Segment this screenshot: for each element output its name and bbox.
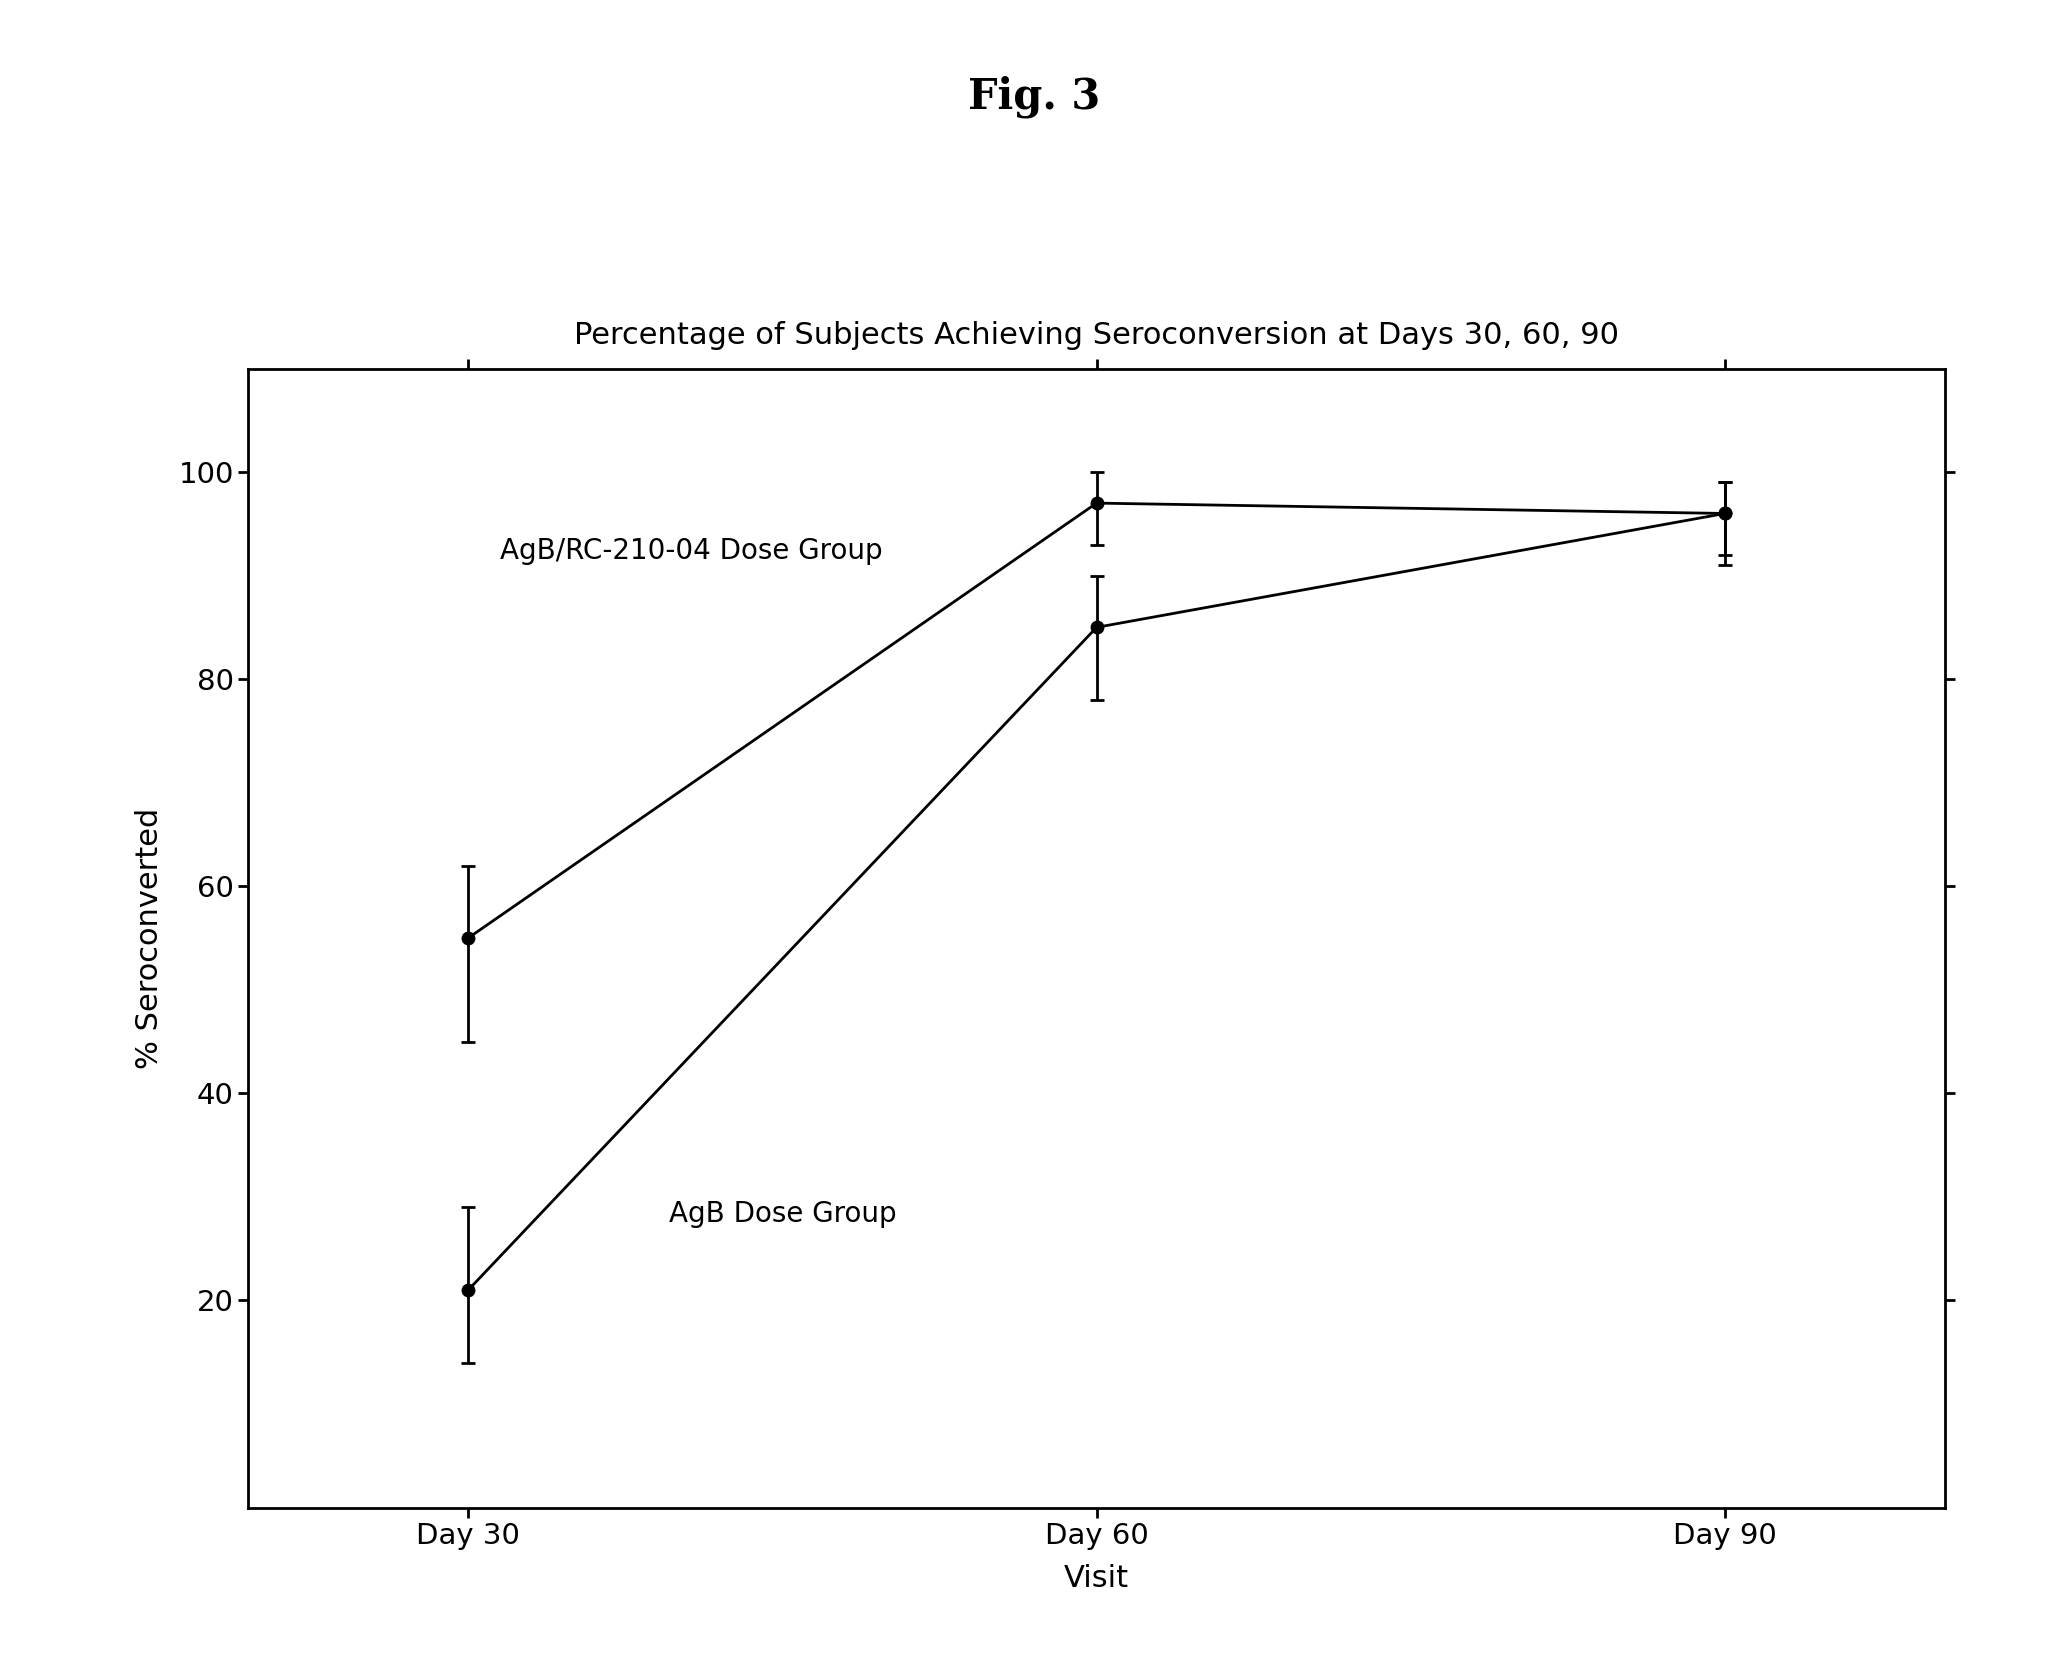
X-axis label: Visit: Visit (1063, 1564, 1130, 1593)
Text: AgB Dose Group: AgB Dose Group (668, 1199, 896, 1228)
Text: AgB/RC-210-04 Dose Group: AgB/RC-210-04 Dose Group (499, 538, 881, 564)
Text: Fig. 3: Fig. 3 (968, 75, 1101, 117)
Y-axis label: % Seroconverted: % Seroconverted (134, 807, 163, 1069)
Title: Percentage of Subjects Achieving Seroconversion at Days 30, 60, 90: Percentage of Subjects Achieving Serocon… (573, 320, 1620, 350)
